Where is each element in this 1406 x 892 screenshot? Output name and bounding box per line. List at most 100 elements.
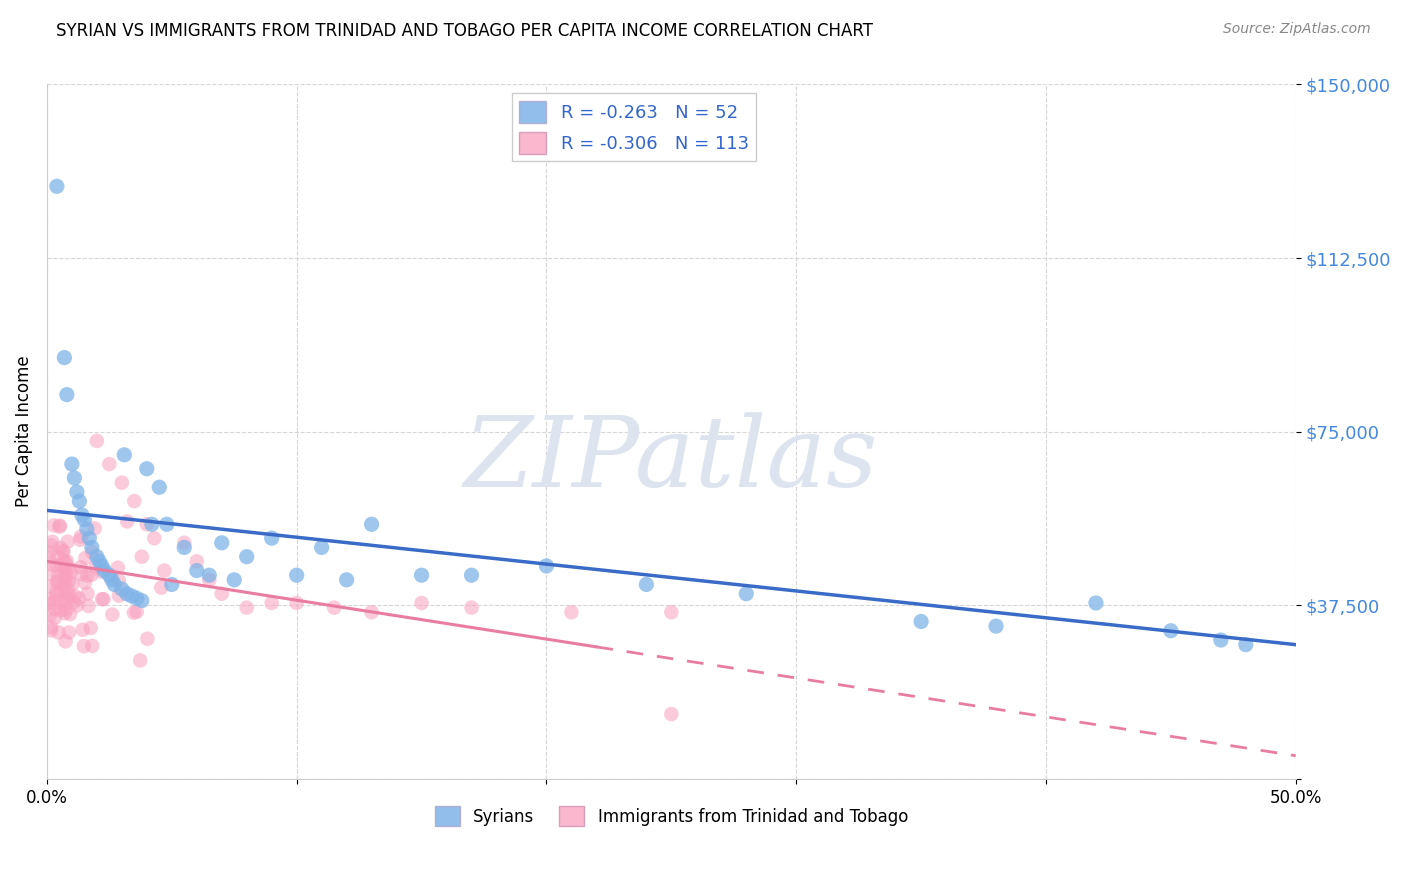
Point xyxy=(125,605,148,619)
Point xyxy=(311,541,333,555)
Point xyxy=(38,580,60,594)
Point xyxy=(112,448,135,462)
Point xyxy=(135,461,157,475)
Point xyxy=(125,591,148,606)
Point xyxy=(52,544,75,558)
Point xyxy=(224,573,246,587)
Point xyxy=(173,541,195,555)
Point xyxy=(108,589,131,603)
Point xyxy=(66,484,89,499)
Point xyxy=(72,623,94,637)
Point xyxy=(93,592,115,607)
Point xyxy=(211,587,233,601)
Point xyxy=(411,596,433,610)
Point xyxy=(103,577,125,591)
Point xyxy=(122,606,145,620)
Point xyxy=(198,568,221,582)
Point xyxy=(107,574,129,588)
Point xyxy=(323,600,346,615)
Point xyxy=(735,587,758,601)
Point xyxy=(153,564,176,578)
Point xyxy=(131,593,153,607)
Legend: Syrians, Immigrants from Trinidad and Tobago: Syrians, Immigrants from Trinidad and To… xyxy=(427,799,915,833)
Point xyxy=(42,558,65,573)
Point xyxy=(160,577,183,591)
Point xyxy=(38,551,60,566)
Point xyxy=(186,554,208,568)
Point xyxy=(89,554,111,568)
Point xyxy=(56,591,79,606)
Point xyxy=(67,494,90,508)
Point xyxy=(39,620,62,634)
Point xyxy=(44,602,66,616)
Point xyxy=(115,587,138,601)
Point xyxy=(58,589,80,603)
Point xyxy=(45,179,67,194)
Text: Source: ZipAtlas.com: Source: ZipAtlas.com xyxy=(1223,22,1371,37)
Point xyxy=(53,597,76,611)
Point xyxy=(121,589,143,603)
Point xyxy=(460,600,482,615)
Point xyxy=(46,569,69,583)
Point xyxy=(76,522,98,536)
Point xyxy=(48,625,70,640)
Point xyxy=(63,471,86,485)
Point xyxy=(80,545,103,559)
Point xyxy=(131,549,153,564)
Point xyxy=(39,538,62,552)
Point xyxy=(77,599,100,613)
Point xyxy=(70,530,93,544)
Point xyxy=(73,639,96,653)
Point xyxy=(260,596,283,610)
Point xyxy=(52,544,75,558)
Point xyxy=(636,577,658,591)
Point xyxy=(124,494,146,508)
Point xyxy=(90,565,112,579)
Point xyxy=(69,533,91,547)
Point xyxy=(55,634,77,648)
Point xyxy=(69,560,91,574)
Point xyxy=(46,575,69,590)
Point xyxy=(42,518,65,533)
Point xyxy=(86,549,108,564)
Point xyxy=(51,558,73,572)
Point xyxy=(73,513,96,527)
Point xyxy=(984,619,1007,633)
Point xyxy=(39,624,62,638)
Point xyxy=(60,457,83,471)
Point xyxy=(285,568,308,582)
Point xyxy=(83,521,105,535)
Point xyxy=(63,589,86,603)
Point xyxy=(55,571,77,585)
Point xyxy=(198,573,221,587)
Point xyxy=(60,577,83,591)
Point xyxy=(1234,638,1257,652)
Point xyxy=(285,596,308,610)
Point xyxy=(59,565,82,579)
Point xyxy=(45,584,67,599)
Point xyxy=(82,639,104,653)
Point xyxy=(38,545,60,559)
Point xyxy=(90,558,112,573)
Point xyxy=(46,558,69,573)
Point xyxy=(460,568,482,582)
Point xyxy=(52,566,75,581)
Point xyxy=(62,595,84,609)
Point xyxy=(52,592,75,607)
Point xyxy=(56,534,79,549)
Point xyxy=(75,551,97,566)
Point xyxy=(49,541,72,556)
Point xyxy=(58,561,80,575)
Point xyxy=(46,574,69,589)
Point xyxy=(45,589,67,603)
Point xyxy=(135,517,157,532)
Point xyxy=(53,351,76,365)
Point xyxy=(67,591,90,606)
Point xyxy=(49,603,72,617)
Point xyxy=(66,599,89,613)
Point xyxy=(80,541,103,555)
Point xyxy=(49,518,72,533)
Point xyxy=(80,621,103,635)
Point xyxy=(76,568,98,582)
Point xyxy=(58,574,80,588)
